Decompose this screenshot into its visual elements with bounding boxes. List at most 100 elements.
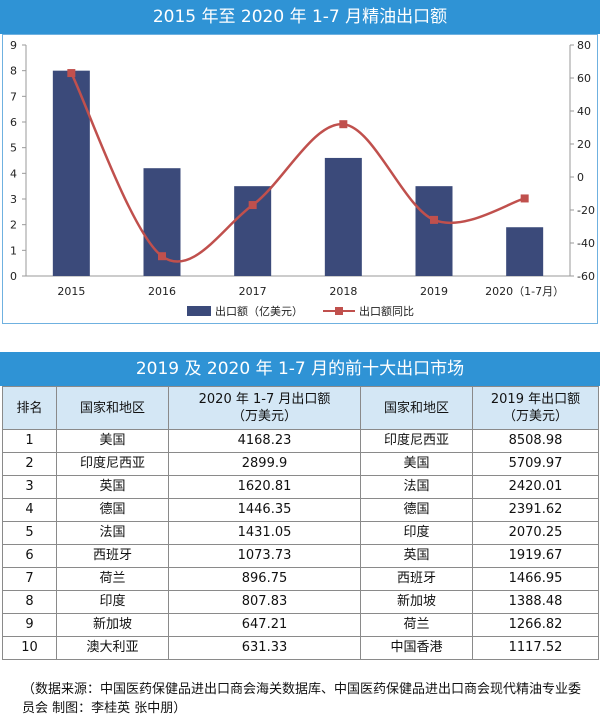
legend-line-marker [335,307,343,315]
cell-region-2020: 澳大利亚 [56,636,169,660]
cell-region-2020: 美国 [56,429,169,453]
cell-region-2019: 美国 [360,452,473,476]
cell-value-2020: 647.21 [168,613,361,637]
cell-region-2019: 西班牙 [360,567,473,591]
source-note: （数据来源：中国医药保健品进出口商会海关数据库、中国医药保健品进出口商会现代精油… [22,682,582,716]
left-tick-label: 4 [10,167,17,180]
header-value-2019-text: 2019 年出口额（万美元） [490,392,581,424]
cell-region-2020: 德国 [56,498,169,522]
header-value-2019: 2019 年出口额（万美元） [472,386,599,430]
yoy-point [520,194,529,203]
left-tick-label: 3 [10,193,17,206]
yoy-point [67,69,76,78]
right-tick-label: 60 [577,72,591,85]
right-tick-label: 40 [577,105,591,118]
x-tick-label: 2020（1-7月） [485,285,564,298]
right-tick-label: -60 [577,270,595,283]
right-tick-label: 0 [577,171,584,184]
right-tick-label: 20 [577,138,591,151]
cell-region-2019: 德国 [360,498,473,522]
cell-value-2019: 2391.62 [472,498,599,522]
right-tick-label: -40 [577,237,595,250]
yoy-point [430,215,438,224]
cell-value-2020: 896.75 [168,567,361,591]
left-tick-label: 8 [10,65,17,78]
cell-region-2020: 西班牙 [56,544,169,568]
cell-rank: 3 [2,475,57,499]
chart-panel: 0 1 2 3 4 5 6 7 8 9 -60 -40 -20 0 20 40 60 80 2015 2016 2017… [2,34,598,324]
left-tick-label: 5 [10,142,17,155]
cell-region-2020: 新加坡 [56,613,169,637]
table-row: 2 印度尼西亚 2899.9 美国 5709.97 [2,452,599,476]
cell-rank: 8 [2,590,57,614]
bar [415,186,453,276]
yoy-point [339,120,348,129]
cell-region-2019: 英国 [360,544,473,568]
cell-value-2019: 1266.82 [472,613,599,637]
cell-rank: 1 [2,429,57,453]
cell-rank: 10 [2,636,57,660]
left-tick-label: 9 [10,39,17,52]
bar [506,227,544,276]
cell-value-2020: 1431.05 [168,521,361,545]
cell-value-2020: 1620.81 [168,475,361,499]
cell-value-2019: 8508.98 [472,429,599,453]
cell-rank: 2 [2,452,57,476]
cell-region-2019: 印度尼西亚 [360,429,473,453]
table-row: 7 荷兰 896.75 西班牙 1466.95 [2,567,599,591]
yoy-point [248,201,257,210]
cell-region-2019: 法国 [360,475,473,499]
cell-region-2019: 新加坡 [360,590,473,614]
header-region-2020: 国家和地区 [56,386,169,430]
table-row: 3 英国 1620.81 法国 2420.01 [2,475,599,499]
cell-value-2020: 4168.23 [168,429,361,453]
table-row: 1 美国 4168.23 印度尼西亚 8508.98 [2,429,599,453]
cell-region-2020: 印度 [56,590,169,614]
table-row: 6 西班牙 1073.73 英国 1919.67 [2,544,599,568]
cell-region-2020: 印度尼西亚 [56,452,169,476]
cell-value-2019: 1466.95 [472,567,599,591]
cell-region-2019: 荷兰 [360,613,473,637]
left-tick-label: 7 [10,90,17,103]
legend-bar-label: 出口额（亿美元） [215,304,303,318]
cell-value-2019: 2420.01 [472,475,599,499]
cell-value-2019: 1388.48 [472,590,599,614]
cell-rank: 9 [2,613,57,637]
table-row: 5 法国 1431.05 印度 2070.25 [2,521,599,545]
cell-region-2020: 法国 [56,521,169,545]
cell-value-2020: 2899.9 [168,452,361,476]
yoy-point [158,252,166,261]
cell-value-2020: 1446.35 [168,498,361,522]
legend-line-label: 出口额同比 [359,304,414,318]
export-markets-table: 排名 国家和地区 2020 年 1-7 月出口额（万美元） 国家和地区 2019… [2,386,599,660]
cell-rank: 5 [2,521,57,545]
header-value-2020-text: 2020 年 1-7 月出口额（万美元） [198,392,331,424]
cell-region-2020: 荷兰 [56,567,169,591]
cell-rank: 7 [2,567,57,591]
right-tick-label: -20 [577,204,595,217]
bar [234,186,272,276]
chart-title: 2015 年至 2020 年 1-7 月精油出口额 [0,0,600,34]
x-tick-label: 2017 [239,285,267,298]
cell-rank: 6 [2,544,57,568]
bar [324,157,362,276]
cell-value-2019: 5709.97 [472,452,599,476]
x-tick-label: 2018 [329,285,357,298]
table-row: 8 印度 807.83 新加坡 1388.48 [2,590,599,614]
cell-value-2019: 2070.25 [472,521,599,545]
header-rank: 排名 [2,386,57,430]
table-row: 9 新加坡 647.21 荷兰 1266.82 [2,613,599,637]
cell-value-2020: 631.33 [168,636,361,660]
cell-value-2019: 1117.52 [472,636,599,660]
header-region-2019: 国家和地区 [360,386,473,430]
table-header-row: 排名 国家和地区 2020 年 1-7 月出口额（万美元） 国家和地区 2019… [2,386,599,430]
legend-bar-swatch [187,306,211,316]
table-row: 10 澳大利亚 631.33 中国香港 1117.52 [2,636,599,660]
x-tick-label: 2015 [57,285,85,298]
left-tick-label: 1 [10,244,17,257]
cell-rank: 4 [2,498,57,522]
left-tick-label: 2 [10,219,17,232]
header-value-2020: 2020 年 1-7 月出口额（万美元） [168,386,361,430]
left-tick-label: 6 [10,116,17,129]
cell-region-2019: 中国香港 [360,636,473,660]
